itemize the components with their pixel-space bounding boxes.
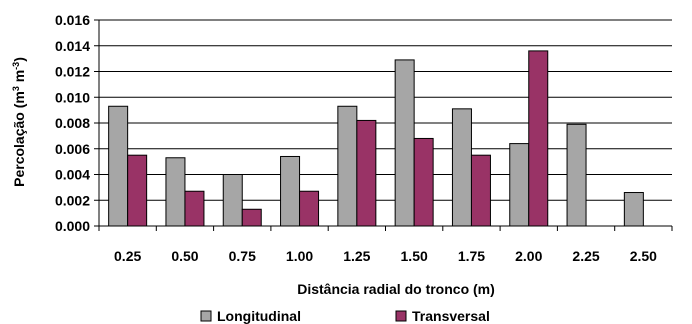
x-tick-labels: 0.25 0.50 0.75 1.00 1.25 1.50 1.75 2.00 2.25 2.50 <box>114 248 657 264</box>
bars <box>108 50 644 227</box>
x-tick-label: 2.25 <box>572 248 599 264</box>
y-tick-label: 0.010 <box>55 89 90 105</box>
bar-longitudinal-1.50 <box>394 59 415 227</box>
y-axis-title-sup1: 3 <box>11 86 21 91</box>
legend-swatch-transversal <box>395 310 407 322</box>
bar-transversal-1.00 <box>299 190 320 227</box>
y-tick-label: 0.004 <box>55 167 90 183</box>
x-tick-label: 0.25 <box>114 248 141 264</box>
y-axis-title-end: ) <box>11 57 27 62</box>
bar-transversal-0.25 <box>127 154 148 227</box>
bar-longitudinal-2.25 <box>566 123 587 227</box>
bar-longitudinal-1.25 <box>337 105 358 227</box>
y-axis-title: Percolação (m3 m-3) <box>11 57 27 187</box>
y-tick-label: 0.016 <box>55 12 90 28</box>
x-tick-label: 1.50 <box>401 248 428 264</box>
bar-transversal-1.50 <box>413 137 434 227</box>
y-axis-title-sup2: -3 <box>11 62 21 70</box>
legend: Longitudinal Transversal <box>200 308 490 324</box>
x-tick-label: 2.50 <box>630 248 657 264</box>
legend-swatch-longitudinal <box>200 310 212 322</box>
bar-longitudinal-0.25 <box>108 105 129 227</box>
x-tick-label: 0.75 <box>229 248 256 264</box>
y-tick-label: 0.012 <box>55 64 90 80</box>
bar-transversal-1.25 <box>356 119 377 227</box>
bar-longitudinal-0.75 <box>222 174 243 227</box>
bar-transversal-0.75 <box>241 208 262 227</box>
bar-transversal-0.50 <box>184 190 205 227</box>
x-tick-label: 1.75 <box>458 248 485 264</box>
bar-longitudinal-1.00 <box>280 155 301 227</box>
x-tick-label: 0.50 <box>171 248 198 264</box>
x-axis-title: Distância radial do tronco (m) <box>297 281 495 297</box>
y-tick-label: 0.002 <box>55 192 90 208</box>
y-tick-label: 0.000 <box>55 218 90 234</box>
legend-label-longitudinal: Longitudinal <box>217 308 301 324</box>
bar-transversal-1.75 <box>470 154 491 227</box>
x-tick-label: 1.25 <box>343 248 370 264</box>
x-tick-label: 1.00 <box>286 248 313 264</box>
y-tick-label: 0.008 <box>55 115 90 131</box>
x-tick-label: 2.00 <box>515 248 542 264</box>
y-tick-label: 0.014 <box>55 38 90 54</box>
y-tick-label: 0.006 <box>55 141 90 157</box>
bar-longitudinal-1.75 <box>451 108 472 227</box>
legend-label-transversal: Transversal <box>412 308 490 324</box>
bar-longitudinal-0.50 <box>165 157 186 227</box>
bar-transversal-2.00 <box>528 50 549 227</box>
y-axis-title-main: Percolação (m <box>11 91 27 187</box>
bar-longitudinal-2.50 <box>623 192 644 227</box>
bar-longitudinal-2.00 <box>509 143 530 227</box>
y-axis-title-mid: m <box>11 70 27 86</box>
y-tick-labels: 0.000 0.002 0.004 0.006 0.008 0.010 0.012 0.014… <box>55 12 99 234</box>
